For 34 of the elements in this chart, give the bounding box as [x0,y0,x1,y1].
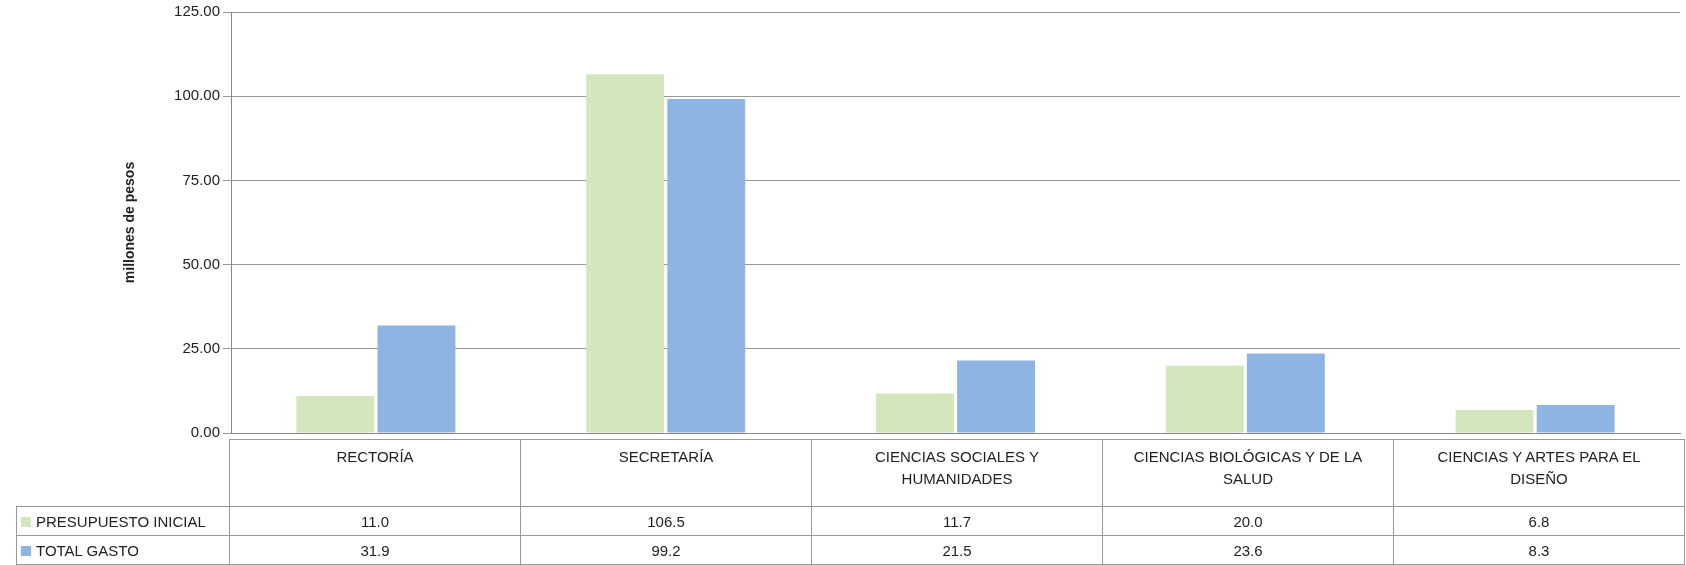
bar [957,360,1036,433]
data-label: 99.2 [520,535,812,565]
bar [1455,410,1534,433]
y-tick-label: 50.00 [182,254,220,272]
data-label: 20.0 [1102,506,1394,536]
x-tick-label: CIENCIAS Y ARTES PARA EL DISEÑO [1393,439,1685,507]
bar [377,325,456,433]
legend-label: TOTAL GASTO [16,535,230,565]
data-label: 6.8 [1393,506,1685,536]
data-label: 8.3 [1393,535,1685,565]
data-label: 23.6 [1102,535,1394,565]
y-tick-label: 75.00 [182,170,220,188]
y-tick-label: 25.00 [182,338,220,356]
x-tick-label: CIENCIAS SOCIALES Y HUMANIDADES [811,439,1103,507]
x-tick-label: CIENCIAS BIOLÓGICAS Y DE LA SALUD [1102,439,1394,507]
data-label: 11.0 [229,506,521,536]
data-label: 11.7 [811,506,1103,536]
x-tick-label: RECTORÍA [229,439,521,507]
y-tick-label: 0.00 [190,423,220,441]
bar [586,74,665,433]
bar [875,393,954,433]
data-label: 106.5 [520,506,812,536]
y-axis-title: millones de pesos [121,161,138,284]
x-tick-label: SECRETARÍA [520,439,812,507]
data-label: 31.9 [229,535,521,565]
legend-label: PRESUPUESTO INICIAL [16,506,230,536]
bar [296,395,375,433]
bar [667,98,746,433]
y-tick-label: 125.00 [174,2,220,20]
bar [1536,405,1615,433]
bar [1246,353,1325,433]
bar [1165,365,1244,433]
data-label: 21.5 [811,535,1103,565]
y-tick-label: 100.00 [174,86,220,104]
